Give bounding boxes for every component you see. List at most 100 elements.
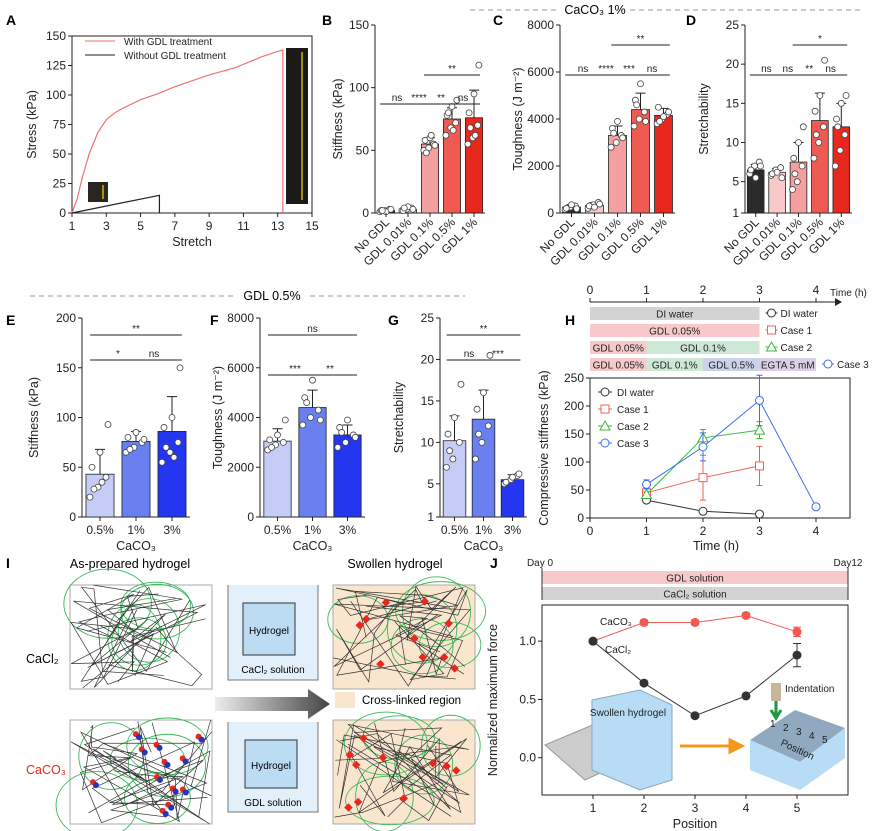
y-tick-label: 2000 [527, 159, 554, 173]
significance-label: *** [289, 364, 301, 375]
x-tick-label: 5 [794, 801, 801, 815]
x-tick-label: 15 [305, 219, 319, 233]
data-point [475, 61, 483, 69]
col-label-as-prepared: As-prepared hydrogel [70, 557, 190, 571]
y-tick-label: 0 [59, 206, 66, 220]
data-point [431, 141, 439, 149]
timeline-segment [646, 358, 703, 371]
y-tick-label: 125 [46, 59, 66, 73]
bar [654, 115, 673, 214]
error-bar [635, 92, 646, 110]
data-point [642, 117, 650, 125]
timeline-segment-label: GDL 0.5% [708, 361, 754, 372]
crosslink-marker [399, 794, 409, 803]
chart-F: 0 2000 4000 6000 8000 Toughness (J m⁻²) 0.5% 1%… [211, 311, 365, 553]
polyacrylamide-chain [338, 724, 460, 809]
timeline-segment [590, 358, 647, 371]
data-point [334, 443, 342, 451]
timeline-segment-label: GDL 0.1% [680, 344, 726, 355]
data-point [637, 80, 644, 88]
panel-label-b: B [322, 12, 332, 28]
marker-square [767, 325, 776, 335]
x-tick-label: 0.5% [86, 523, 114, 537]
crosslink-marker [345, 750, 355, 760]
y-tick-label: 6000 [227, 361, 254, 375]
caco3-particle [182, 789, 189, 796]
timeline-segment-label: GDL 0.1% [652, 361, 698, 372]
data-point [741, 691, 751, 701]
timeline-tick-label: 0 [587, 283, 594, 297]
significance-label: ** [805, 64, 813, 75]
timeline-start-label: Day 0 [527, 558, 554, 569]
crosslink-marker [439, 652, 449, 662]
caco3-particle [162, 810, 169, 817]
data-point [465, 109, 473, 117]
significance-label: * [818, 34, 822, 45]
data-point [281, 416, 289, 424]
data-point [836, 146, 844, 154]
significance-label: *** [492, 349, 504, 360]
timeline-tick-label: 4 [813, 283, 820, 297]
x-tick-label: 1 [69, 219, 76, 233]
data-point [639, 678, 649, 688]
caco3-particle [156, 744, 163, 751]
x-tick-label: 7 [172, 219, 179, 233]
y-tick-label: 0 [547, 206, 554, 220]
significance-label: ** [437, 93, 445, 104]
y-tick-label: 15 [421, 394, 435, 408]
series-label-cacl2: CaCl₂ [605, 645, 631, 656]
legend-label: DI water [617, 388, 655, 399]
plot-frame [71, 35, 313, 214]
indentation-label: Indentation [785, 684, 835, 695]
col-label-swollen: Swollen hydrogel [347, 557, 442, 571]
data-point [104, 421, 112, 428]
chart-J: Day 0 Day12 GDL solution CaCl₂ solution 0.0 0… [486, 558, 863, 831]
data-point [639, 617, 649, 627]
significance-label: ** [637, 34, 645, 45]
data-point [752, 174, 760, 182]
x-axis-label: CaCO₃ [293, 539, 333, 553]
data-point [442, 131, 450, 139]
data-point [158, 458, 166, 466]
data-point [799, 123, 807, 131]
data-point [789, 186, 796, 193]
data-point [132, 429, 140, 436]
green-arrow-icon [769, 701, 783, 721]
data-point [448, 103, 456, 110]
significance-label: ns [392, 93, 403, 104]
polymer-network-lines [55, 568, 487, 831]
data-point [344, 416, 351, 424]
polyacrylamide-chain [91, 741, 196, 820]
data-point [409, 205, 417, 213]
y-tick-label: 100 [56, 411, 76, 425]
x-tick-label: 1 [590, 801, 597, 815]
panel-label-a: A [6, 12, 16, 28]
data-point [478, 438, 486, 446]
polyacrylamide-chain [106, 598, 206, 673]
y-tick-label: 250 [564, 371, 584, 385]
data-point [811, 107, 819, 115]
timeline-segment [646, 341, 760, 354]
data-point [619, 134, 627, 142]
data-point [815, 139, 823, 146]
marker-triangle [640, 488, 653, 499]
section-header-caco3: CaCO₃ 1% [470, 3, 860, 17]
data-point [314, 406, 322, 414]
y-tick-label: 0 [69, 510, 76, 524]
data-point [757, 162, 764, 170]
significance-label: ** [326, 364, 334, 375]
x-axis-label: Position [673, 817, 718, 831]
data-point [515, 470, 523, 478]
beaker-solution-label: CaCl₂ solution [241, 665, 304, 676]
marker-circle [600, 387, 610, 397]
data-point [457, 380, 465, 388]
timeline-legend-label: Case 1 [781, 326, 813, 337]
significance-label: ** [480, 324, 488, 335]
data-point [635, 115, 643, 123]
swollen-hydrogel-cube [591, 689, 673, 791]
